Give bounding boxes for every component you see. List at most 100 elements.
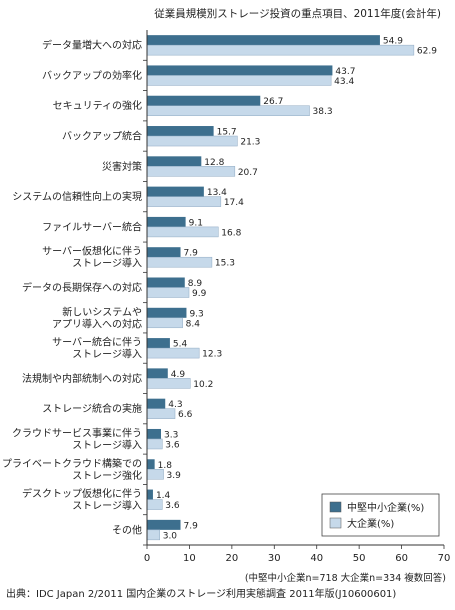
data-label-large: 3.9 [167,471,182,481]
data-label-sme: 1.4 [156,491,171,501]
data-label-sme: 4.3 [168,400,182,410]
x-tick-label: 30 [268,553,281,564]
bar-large [146,469,164,480]
data-label-large: 6.6 [178,410,193,420]
data-label-sme: 54.9 [383,37,403,47]
bar-large [146,256,213,268]
bar-large [146,347,200,359]
data-label-sme: 8.9 [188,279,203,289]
category-label: バックアップ統合 [62,130,142,143]
bar-sme [147,489,153,500]
x-tick-label: 10 [183,553,196,564]
bar-sme [147,277,185,288]
bar-sme [147,428,162,439]
category-label: 法規制や内部統制への対応 [22,372,142,385]
data-label-large: 62.9 [417,47,437,57]
legend-swatch-sme [329,501,342,513]
bar-sme [147,338,170,349]
data-label-sme: 12.8 [204,158,224,168]
category-label: サーバー仮想化に伴う [42,245,142,258]
data-label-sme: 3.3 [164,430,178,440]
bar-large [146,378,191,389]
bar-sme [147,398,166,409]
data-label-large: 8.4 [186,319,201,329]
data-label-large: 3.0 [163,531,178,541]
bar-sme [147,247,181,258]
data-label-sme: 26.7 [263,97,283,107]
legend-label-sme: 中堅中小企業(%) [347,501,424,514]
category-label: ファイルサーバー統合 [42,220,142,233]
category-label: 災害対策 [102,160,142,173]
x-tick-label: 40 [310,553,323,564]
category-label: サーバー統合に伴う [52,336,142,349]
bar-large [146,408,176,419]
bar-large [146,44,415,56]
data-label-sme: 7.9 [184,521,199,531]
data-label-large: 3.6 [165,440,180,450]
data-label-sme: 15.7 [217,128,237,138]
legend-swatch-large [329,517,342,529]
category-label: その他 [112,523,142,536]
data-label-sme: 5.4 [173,340,188,350]
category-label: ストレージ統合の実施 [42,402,142,415]
legend-label-large: 大企業(%) [347,517,394,530]
bar-sme [147,35,380,46]
plot-area: 54.9 62.9 データ量増大への対応 43.743.4 バックアップの効率化 26.7… [2,30,450,564]
x-tick-label: 0 [144,553,150,564]
bar-large [146,438,163,450]
data-label-large: 12.3 [202,350,222,360]
source-note: 出典：IDC Japan 2/2011 国内企業のストレージ利用実態調査 201… [6,587,396,600]
bar-sme [147,519,181,530]
category-label: ストレージ強化 [72,469,142,482]
category-label: ストレージ導入 [72,348,142,361]
bar-large [146,166,236,177]
bar-sme [147,186,204,197]
bar-sme [147,95,261,106]
bar-sme [147,368,168,379]
category-label: セキュリティの強化 [53,99,142,112]
data-label-sme: 9.1 [189,218,203,228]
data-label-large: 21.3 [240,138,260,148]
data-label-large: 9.9 [192,289,207,299]
data-label-large: 10.2 [193,380,213,390]
data-label-large: 3.6 [165,501,180,511]
data-label-sme: 1.8 [158,461,173,471]
data-label-sme: 43.7 [335,67,355,77]
category-label: デスクトップ仮想化に伴う [22,487,142,500]
bar-large [146,529,160,541]
bar-sme [147,459,155,470]
data-label-sme: 7.9 [184,249,199,259]
data-label-large: 15.3 [215,259,235,269]
data-label-large: 16.8 [221,228,241,238]
category-label: データの長期保存への対応 [22,281,142,294]
category-label: アプリ導入への対応 [52,317,142,330]
bar-large [146,105,310,116]
category-label: データ量増大への対応 [42,39,142,52]
bar-large [146,499,163,510]
bar-large [146,317,183,329]
sample-size-note: (中堅中小企業n=718 大企業n=334 複数回答) [245,572,446,584]
x-tick-label: 60 [395,553,408,564]
x-tick-label: 20 [225,553,238,564]
bar-sme [147,126,214,137]
category-label: バックアップの効率化 [42,69,142,82]
bar-large [146,196,222,207]
data-label-large: 20.7 [238,168,258,178]
bar-sme [147,156,202,167]
bar-sme [147,216,186,227]
x-tick-label: 70 [438,553,451,564]
bar-large [146,135,238,147]
category-label: ストレージ導入 [72,438,142,451]
bar-large [146,226,219,238]
data-label-sme: 13.4 [207,188,227,198]
bar-sme [147,307,187,318]
x-tick-label: 50 [353,553,366,564]
data-label-sme: 9.3 [189,309,203,319]
data-label-large: 38.3 [313,107,333,117]
bar-large [146,287,190,298]
category-label: 新しいシステムや [62,305,142,318]
category-label: ストレージ導入 [72,499,142,512]
data-label-large: 17.4 [224,198,244,208]
data-label-large: 43.4 [334,77,354,87]
